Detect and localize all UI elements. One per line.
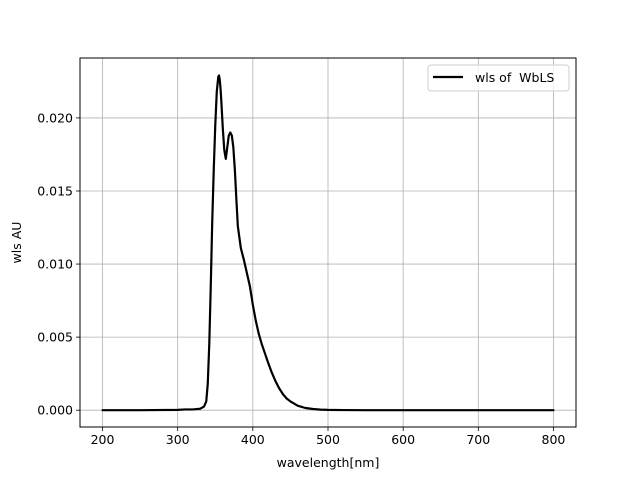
x-tick-label: 600 [391, 432, 415, 447]
x-tick-label: 700 [466, 432, 490, 447]
x-tick-label: 300 [166, 432, 190, 447]
x-tick-label: 500 [316, 432, 340, 447]
y-tick-label: 0.000 [37, 403, 73, 418]
legend: wls of WbLS [427, 64, 570, 92]
series-line [101, 74, 555, 412]
x-axis-label: wavelength[nm] [277, 455, 380, 470]
ticks: 200 300 400 500 600 700 800 0.000 0.005 0.010 0.01… [37, 110, 565, 447]
y-tick-label: 0.015 [37, 183, 73, 198]
x-tick-label: 800 [542, 432, 566, 447]
y-tick-label: 0.005 [37, 330, 73, 345]
legend-box [427, 64, 570, 92]
plot-data [101, 74, 555, 412]
legend-label: wls of WbLS [475, 70, 554, 85]
x-tick-label: 400 [241, 432, 265, 447]
y-tick-label: 0.010 [37, 257, 73, 272]
x-tick-label: 200 [91, 432, 115, 447]
y-axis-label: wls AU [9, 222, 24, 264]
y-tick-label: 0.020 [37, 110, 73, 125]
